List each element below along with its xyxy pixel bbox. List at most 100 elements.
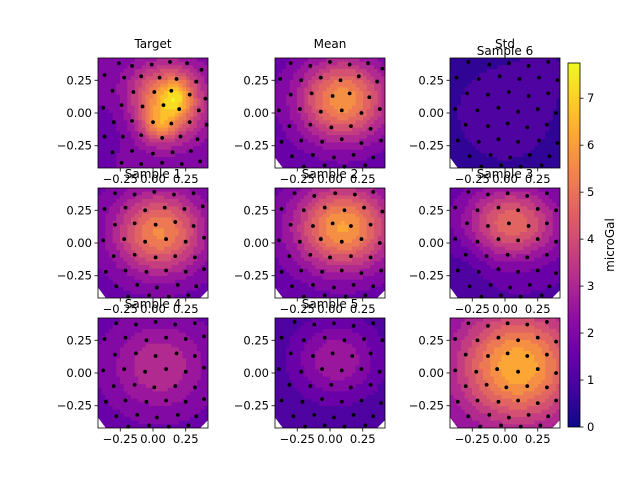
heatmap-cell (153, 243, 158, 248)
heatmap-cell (109, 188, 114, 193)
heatmap-cell (330, 149, 335, 154)
heatmap-cell (134, 191, 139, 196)
heatmap-cell (98, 199, 103, 204)
heatmap-cell (189, 228, 194, 233)
heatmap-cell (138, 113, 143, 118)
heatmap-cell (105, 131, 110, 136)
heatmap-cell (497, 91, 502, 96)
heatmap-cell (304, 276, 309, 281)
heatmap-cell (552, 91, 557, 96)
heatmap-cell (377, 221, 382, 226)
heatmap-cell (541, 113, 546, 118)
heatmap-cell (153, 116, 158, 121)
heatmap-cell (337, 265, 342, 270)
heatmap-cell (293, 127, 298, 132)
heatmap-cell (142, 210, 147, 215)
heatmap-cell (127, 188, 132, 193)
heatmap-cell (333, 202, 338, 207)
heatmap-cell (337, 109, 342, 114)
heatmap-cell (472, 160, 477, 165)
heatmap-cell (370, 153, 375, 158)
heatmap-cell (145, 61, 150, 66)
heatmap-cell (134, 272, 139, 277)
heatmap-cell (105, 232, 110, 237)
heatmap-cell (164, 142, 169, 147)
heatmap-cell (519, 142, 524, 147)
heatmap-cell (293, 142, 298, 147)
heatmap-cell (164, 87, 169, 92)
heatmap-cell (556, 76, 560, 81)
heatmap-cell (352, 202, 357, 207)
heatmap-cell (366, 191, 371, 196)
heatmap-cell (326, 257, 331, 262)
heatmap-cell (483, 91, 488, 96)
heatmap-cell (182, 76, 187, 81)
heatmap-cell (519, 58, 524, 63)
heatmap-cell (450, 116, 455, 121)
heatmap-cell (464, 87, 469, 92)
heatmap-cell (538, 131, 543, 136)
heatmap-cell (164, 124, 169, 129)
heatmap-cell (370, 87, 375, 92)
heatmap-cell (160, 224, 165, 229)
heatmap-cell (153, 250, 158, 255)
heatmap-cell (512, 80, 517, 85)
heatmap-cell (197, 228, 202, 233)
heatmap-cell (98, 202, 103, 207)
heatmap-cell (341, 138, 346, 143)
heatmap-cell (182, 131, 187, 136)
heatmap-cell (286, 228, 291, 233)
heatmap-cell (101, 228, 106, 233)
heatmap-cell (464, 279, 469, 284)
heatmap-cell (370, 98, 375, 103)
heatmap-cell (138, 191, 143, 196)
heatmap-cell (109, 94, 114, 99)
heatmap-cell (120, 91, 125, 96)
heatmap-cell (164, 254, 169, 259)
heatmap-cell (278, 287, 283, 292)
heatmap-cell (545, 135, 550, 140)
heatmap-cell (359, 164, 364, 168)
heatmap-cell (523, 109, 528, 114)
heatmap-cell (200, 206, 205, 211)
heatmap-cell (131, 131, 136, 136)
heatmap-cell (134, 138, 139, 143)
heatmap-cell (101, 142, 106, 147)
heatmap-cell (381, 83, 385, 88)
heatmap-cell (457, 157, 462, 162)
heatmap-cell (344, 58, 349, 63)
heatmap-cell (149, 124, 154, 129)
heatmap-cell (315, 146, 320, 151)
heatmap-cell (490, 72, 495, 77)
heatmap-cell (149, 116, 154, 121)
heatmap-cell (289, 116, 294, 121)
heatmap-cell (549, 69, 554, 74)
heatmap-cell (286, 232, 291, 237)
heatmap-cell (278, 116, 283, 121)
heatmap-cell (461, 109, 466, 114)
station-point (467, 154, 472, 159)
heatmap-cell (123, 276, 128, 281)
heatmap-cell (275, 272, 280, 277)
heatmap-cell (516, 120, 521, 125)
heatmap-cell (138, 58, 143, 63)
heatmap-cell (160, 87, 165, 92)
heatmap-cell (494, 160, 499, 165)
heatmap-cell (171, 153, 176, 158)
heatmap-cell (359, 210, 364, 215)
heatmap-cell (145, 146, 150, 151)
heatmap-cell (523, 153, 528, 158)
heatmap-cell (300, 94, 305, 99)
heatmap-cell (145, 221, 150, 226)
heatmap-cell (523, 61, 528, 66)
heatmap-cell (138, 257, 143, 262)
heatmap-cell (530, 138, 535, 143)
station-point (349, 224, 353, 228)
heatmap-cell (370, 127, 375, 132)
heatmap-cell (293, 265, 298, 270)
heatmap-cell (275, 283, 280, 288)
heatmap-cell (138, 210, 143, 215)
heatmap-cell (534, 113, 539, 118)
heatmap-cell (134, 149, 139, 154)
heatmap-cell (450, 272, 455, 277)
